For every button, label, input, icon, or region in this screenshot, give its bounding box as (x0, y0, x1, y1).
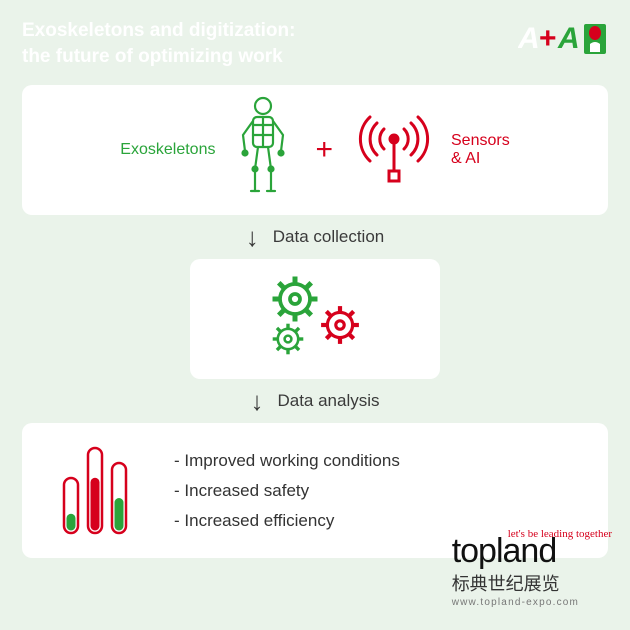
data-collection-label: Data collection (273, 227, 385, 247)
processing-panel (190, 259, 440, 379)
arrow-data-analysis: ↓ Data analysis (22, 379, 608, 423)
gears-icon (240, 267, 390, 372)
title-line-1: Exoskeletons and digitization: (22, 20, 295, 41)
header: Exoskeletons and digitization: the futur… (22, 18, 608, 69)
page-title: Exoskeletons and digitization: the futur… (22, 18, 295, 69)
sensors-label-line2: & AI (451, 150, 480, 167)
arrow-data-collection: ↓ Data collection (22, 215, 608, 259)
sensor-icon (355, 109, 433, 192)
sensors-ai-label: Sensors & AI (451, 132, 510, 169)
watermark-cn: 标典世纪展览 (452, 570, 612, 596)
title-line-2: the future of optimizing work (22, 46, 283, 67)
outcomes-list: Improved working conditions Increased sa… (174, 446, 400, 535)
outcomes-panel: Improved working conditions Increased sa… (22, 423, 608, 558)
plus-icon: + (311, 133, 337, 167)
svg-text:A: A (557, 22, 580, 55)
inputs-panel: Exoskeletons (22, 85, 608, 215)
outcome-item: Increased safety (174, 476, 400, 506)
bar-chart-icon (56, 438, 140, 543)
watermark-url: www.topland-expo.com (452, 597, 612, 608)
outcome-item: Improved working conditions (174, 446, 400, 476)
data-analysis-label: Data analysis (277, 391, 379, 411)
down-arrow-icon: ↓ (246, 224, 259, 250)
sensors-label-line1: Sensors (451, 132, 510, 149)
svg-text:A: A (518, 22, 540, 55)
exoskeletons-label: Exoskeletons (120, 141, 215, 159)
outcome-item: Increased efficiency (174, 506, 400, 536)
exoskeleton-icon (233, 95, 293, 205)
down-arrow-icon: ↓ (250, 388, 263, 414)
svg-text:+: + (539, 22, 557, 55)
a-plus-a-logo: A + A (518, 20, 608, 65)
infographic-page: Exoskeletons and digitization: the futur… (0, 0, 630, 630)
